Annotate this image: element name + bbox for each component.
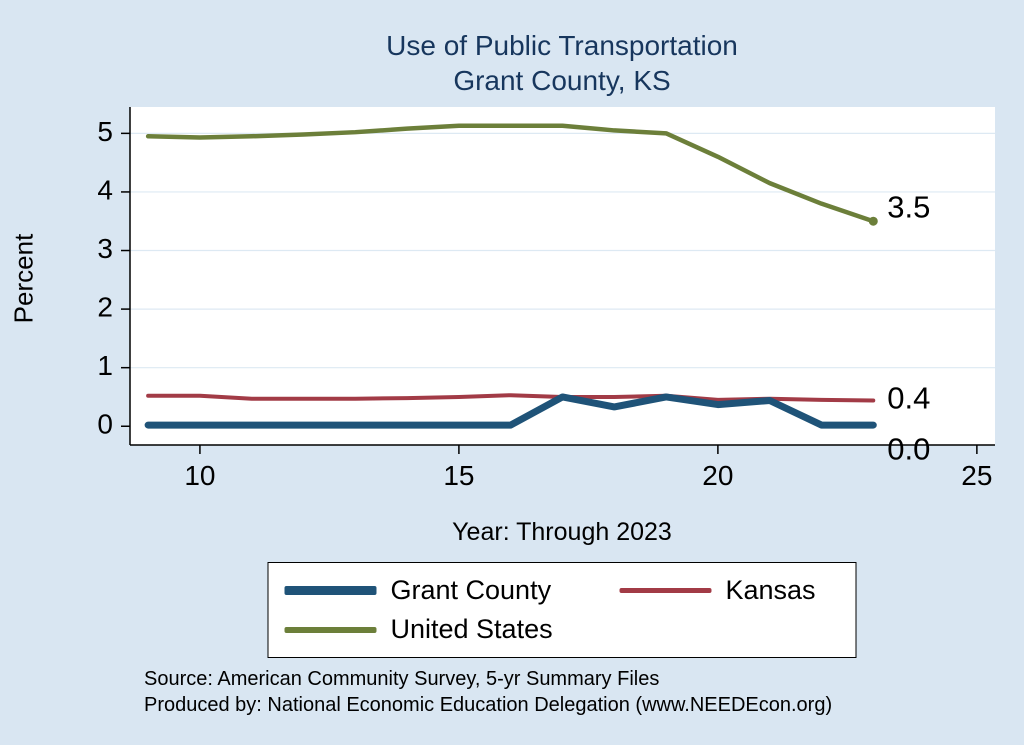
source-line2: Produced by: National Economic Education… — [144, 694, 833, 716]
y-tick-label: 3 — [97, 233, 113, 264]
x-tick-label: 20 — [702, 460, 733, 491]
chart-title-line2: Grant County, KS — [453, 65, 671, 96]
series-end-label-kansas: 0.4 — [887, 381, 930, 416]
legend-label-united-states: United States — [390, 614, 553, 644]
legend-row-2: United States — [284, 614, 830, 645]
legend: Grant County Kansas United States — [267, 562, 857, 658]
series-line-grant-county — [144, 393, 877, 429]
legend-label-kansas: Kansas — [725, 575, 816, 605]
chart-title: Use of Public Transportation Grant Count… — [386, 28, 738, 98]
x-tick-label: 10 — [184, 460, 215, 491]
legend-swatch-united-states — [284, 626, 377, 633]
legend-row-1: Grant County Kansas — [284, 575, 830, 606]
legend-item-kansas: Kansas — [619, 575, 830, 606]
x-tick-label: 15 — [443, 460, 474, 491]
y-tick-label: 4 — [97, 174, 113, 205]
plot-area — [130, 107, 995, 445]
x-axis-title: Year: Through 2023 — [452, 518, 672, 546]
legend-swatch-kansas — [619, 588, 712, 593]
chart-title-line1: Use of Public Transportation — [386, 30, 738, 61]
legend-item-united-states: United States — [284, 614, 620, 645]
x-tick-label: 25 — [961, 460, 992, 491]
legend-item-grant-county: Grant County — [284, 575, 620, 606]
legend-label-grant-county: Grant County — [390, 575, 552, 605]
source-line1: Source: American Community Survey, 5-yr … — [144, 668, 660, 690]
series-end-label-grant-county: 0.0 — [887, 431, 930, 466]
series-line-united-states — [145, 123, 876, 224]
legend-swatch-grant-county — [284, 586, 377, 595]
series-end-marker-united-states — [868, 216, 878, 226]
y-tick-label: 2 — [97, 291, 113, 322]
y-tick-label: 0 — [97, 409, 113, 440]
source-note: Source: American Community Survey, 5-yr … — [144, 666, 832, 718]
series-end-label-united-states: 3.5 — [887, 189, 930, 224]
y-tick-label: 1 — [97, 350, 113, 381]
y-tick-label: 5 — [97, 116, 113, 147]
